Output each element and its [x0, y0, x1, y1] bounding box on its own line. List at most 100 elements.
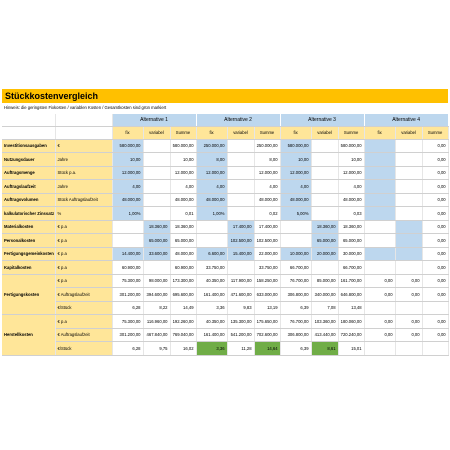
value-cell: 10,00: [338, 152, 365, 167]
value-cell: 117.900,00: [227, 274, 255, 288]
empty-cell: [227, 206, 255, 221]
sheet-title: Stückkostenvergleich: [2, 89, 448, 103]
value-cell: 5,00%: [280, 206, 312, 221]
value-cell: 0,00: [395, 287, 423, 302]
row-label: Auftragslaufzeit: [2, 179, 56, 194]
value-cell: 0,00: [395, 274, 423, 288]
empty-cell: [364, 301, 396, 315]
column-header: fix: [280, 126, 312, 140]
empty-cell: [227, 260, 255, 275]
empty-cell: [227, 139, 255, 153]
value-cell: 65.000,00: [170, 233, 197, 248]
value-cell: 17.400,00: [254, 220, 281, 234]
value-cell: 65.000,00: [143, 233, 171, 248]
spreadsheet: Stückkostenvergleich Hinweis: die gering…: [2, 89, 449, 356]
empty-cell: [143, 179, 171, 194]
value-cell: 14,64: [254, 341, 281, 356]
value-cell: 17.400,00: [227, 220, 255, 234]
value-cell: 633.000,00: [254, 287, 281, 302]
value-cell: 7,08: [311, 301, 339, 315]
value-cell: 33.750,00: [254, 260, 281, 275]
data-row: Personalkosten € p.a 65.000,00 65.000,00 102…: [2, 233, 449, 248]
value-cell: 0,00: [422, 328, 449, 342]
value-cell: 20.000,00: [311, 247, 339, 261]
value-cell: 3,36: [196, 301, 228, 315]
value-cell: 1,00%: [196, 206, 228, 221]
value-cell: 8,00: [254, 152, 281, 167]
empty-cell: [311, 139, 339, 153]
value-cell: 12.000,00: [196, 166, 228, 180]
data-row: €/Stück 6,28 8,22 14,49 3,36 9,83 13,19 6,39 7,0…: [2, 301, 449, 315]
empty-cell: [112, 220, 144, 234]
data-row: Auftragsvolumen Stück Auftragslaufzeit 48.…: [2, 193, 449, 207]
value-cell: 0,00: [422, 179, 449, 194]
empty-cell: [364, 341, 396, 356]
row-label: Materialkosten: [2, 220, 56, 234]
subheader-row: fix variabel Summe fix variabel Summe fix varia…: [2, 126, 449, 140]
value-cell: 0,00: [422, 152, 449, 167]
value-cell: 75.300,00: [112, 314, 144, 329]
blank-cell: [55, 126, 113, 140]
value-cell: 0,00: [422, 139, 449, 153]
column-header: Summe: [170, 126, 197, 140]
value-cell: 0,00: [422, 260, 449, 275]
empty-cell: [143, 152, 171, 167]
value-cell: 175.650,00: [254, 314, 281, 329]
value-cell: 40.350,00: [196, 274, 228, 288]
empty-cell: [395, 233, 423, 248]
column-header: variabel: [143, 126, 171, 140]
value-cell: 102.500,00: [254, 233, 281, 248]
empty-cell: [395, 220, 423, 234]
value-cell: 33.600,00: [143, 247, 171, 261]
value-cell: 695.600,00: [170, 287, 197, 302]
value-cell: 8,00: [196, 152, 228, 167]
value-cell: 306.800,00: [280, 328, 312, 342]
value-cell: 580.000,00: [280, 139, 312, 153]
value-cell: 0,00: [422, 166, 449, 180]
empty-cell: [143, 139, 171, 153]
empty-cell: [227, 179, 255, 194]
value-cell: 13,48: [338, 301, 365, 315]
value-cell: 14.400,00: [112, 247, 144, 261]
value-cell: 16,02: [170, 341, 197, 356]
value-cell: 0,00: [422, 206, 449, 221]
value-cell: 48.000,00: [196, 193, 228, 207]
value-cell: 0,00: [422, 193, 449, 207]
data-row: €/Stück 6,28 9,75 16,02 3,36 11,28 14,64 6,39 8,…: [2, 341, 449, 356]
empty-cell: [364, 220, 396, 234]
value-cell: 30.000,00: [338, 247, 365, 261]
value-cell: 6,28: [112, 301, 144, 315]
value-cell: 720.240,00: [338, 328, 365, 342]
empty-cell: [395, 247, 423, 261]
value-cell: 8,22: [143, 301, 171, 315]
value-cell: 0,00: [422, 233, 449, 248]
value-cell: 702.600,00: [254, 328, 281, 342]
value-cell: 102.500,00: [227, 233, 255, 248]
group-label: Herstellkosten: [2, 314, 56, 356]
alternative-header: Alternative 3: [280, 114, 365, 127]
empty-cell: [395, 139, 423, 153]
unit-label: Jahre: [55, 179, 113, 194]
value-cell: 0,00: [422, 287, 449, 302]
empty-cell: [364, 193, 396, 207]
data-row: Herstellkosten € p.a 75.300,00 116.960,00 19…: [2, 314, 449, 356]
row-label: Fertigungsgemeinkosten: [2, 247, 56, 261]
data-row: kalkulatorischer Zinssatz% 1,00% 0,01 1,00%…: [2, 206, 449, 221]
value-cell: 48.000,00: [280, 193, 312, 207]
empty-cell: [395, 152, 423, 167]
empty-cell: [280, 220, 312, 234]
value-cell: 116.960,00: [143, 314, 171, 329]
value-cell: 60.900,00: [112, 260, 144, 275]
empty-cell: [364, 247, 396, 261]
empty-cell: [364, 179, 396, 194]
empty-cell: [364, 233, 396, 248]
empty-cell: [311, 166, 339, 180]
unit-label: Jahre: [55, 152, 113, 167]
unit-label: € Auftragslaufzeit: [55, 328, 113, 342]
value-cell: 0,00: [364, 328, 396, 342]
value-cell: 10,00: [112, 152, 144, 167]
column-header: fix: [196, 126, 228, 140]
data-row: Fertigungsgemeinkosten € p.a 14.400,00 33.6…: [2, 247, 449, 261]
